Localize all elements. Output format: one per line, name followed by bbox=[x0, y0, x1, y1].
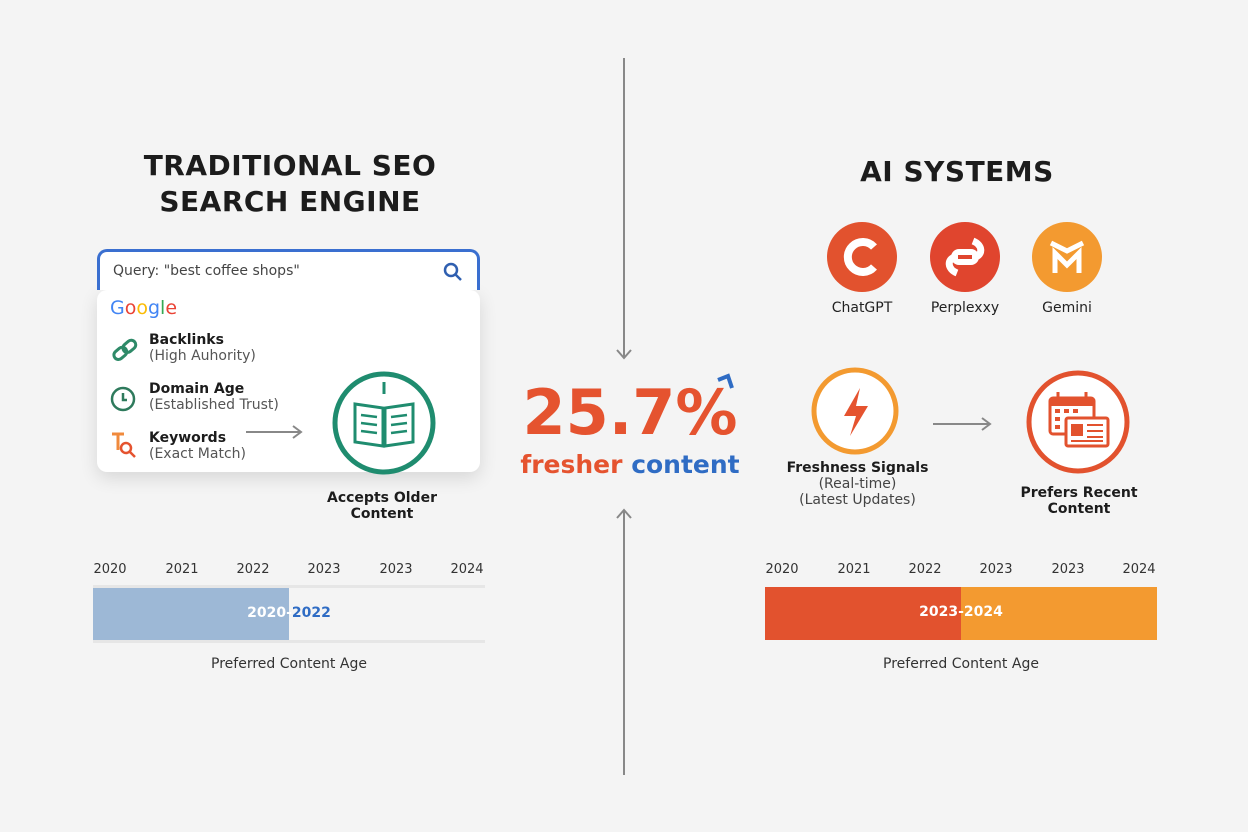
right-caption: Preferred Content Age bbox=[883, 656, 1039, 672]
signal-title: Freshness Signals bbox=[786, 460, 929, 476]
gemini-logo-icon bbox=[1032, 222, 1102, 292]
tick-label: 2023 bbox=[979, 562, 1013, 577]
link-icon bbox=[112, 338, 138, 361]
accepts-older-content: Accepts Older Content bbox=[312, 490, 452, 522]
factor-subtitle: (High Auhority) bbox=[149, 348, 256, 364]
stat-word: content bbox=[631, 450, 740, 479]
factor-subtitle: (Exact Match) bbox=[149, 446, 246, 462]
search-bar[interactable]: Query: "best coffee shops" bbox=[97, 249, 480, 290]
right-title: AI SYSTEMS bbox=[860, 155, 1054, 188]
clock-icon bbox=[110, 386, 136, 412]
tick-label: 2024 bbox=[450, 562, 484, 577]
open-book-icon bbox=[332, 371, 436, 475]
arrow-right-icon bbox=[246, 425, 303, 439]
left-content-age-bar: 2020-2022 bbox=[93, 585, 485, 643]
lightning-icon bbox=[811, 367, 899, 455]
tick-label: 2023 bbox=[379, 562, 413, 577]
tick-label: 2020 bbox=[93, 562, 127, 577]
factor-backlinks: Backlinks (High Auhority) bbox=[149, 332, 256, 364]
tick-label: 2022 bbox=[236, 562, 270, 577]
tick-label: 2021 bbox=[165, 562, 199, 577]
label-line: Content bbox=[350, 506, 414, 522]
signal-subtitle: (Latest Updates) bbox=[799, 492, 916, 508]
factor-domain-age: Domain Age (Established Trust) bbox=[149, 381, 279, 413]
factor-title: Keywords bbox=[149, 430, 227, 446]
bar-label: 2020-2022 bbox=[93, 605, 485, 621]
bar-segment bbox=[765, 587, 961, 640]
tick-label: 2021 bbox=[837, 562, 871, 577]
left-caption: Preferred Content Age bbox=[211, 656, 367, 672]
system-name: Perplexxy bbox=[930, 300, 1000, 316]
search-icon[interactable] bbox=[443, 262, 463, 282]
left-title: TRADITIONAL SEO SEARCH ENGINE bbox=[90, 148, 490, 220]
signal-subtitle: (Real-time) bbox=[818, 476, 897, 492]
arrow-right-icon bbox=[933, 417, 992, 431]
center-divider bbox=[616, 58, 632, 775]
stat-word: fresher bbox=[520, 450, 623, 479]
calendar-news-icon bbox=[1026, 370, 1130, 474]
label-line: Prefers Recent bbox=[1020, 485, 1138, 501]
tick-label: 2020 bbox=[765, 562, 799, 577]
factor-subtitle: (Established Trust) bbox=[149, 397, 279, 413]
chatgpt-logo-icon bbox=[827, 222, 897, 292]
system-name: ChatGPT bbox=[831, 300, 893, 316]
freshness-signals: Freshness Signals (Real-time) (Latest Up… bbox=[780, 460, 935, 508]
tick-label: 2023 bbox=[1051, 562, 1085, 577]
system-name: Gemini bbox=[1042, 300, 1092, 316]
search-query: Query: "best coffee shops" bbox=[113, 263, 300, 279]
keyword-search-icon bbox=[112, 432, 136, 458]
bar-segment bbox=[961, 587, 1157, 640]
factor-title: Backlinks bbox=[149, 332, 224, 348]
bar-label-start: 2020- bbox=[247, 605, 292, 621]
tick-label: 2022 bbox=[908, 562, 942, 577]
title-line: TRADITIONAL SEO bbox=[143, 149, 437, 182]
factor-keywords: Keywords (Exact Match) bbox=[149, 430, 246, 462]
factor-title: Domain Age bbox=[149, 381, 245, 397]
prefers-recent-content: Prefers Recent Content bbox=[1000, 485, 1158, 517]
bar-fill bbox=[93, 588, 289, 640]
google-logo: Google bbox=[110, 297, 178, 319]
stat-value: 25.7% bbox=[522, 376, 738, 449]
bar-label: 2023-2024 bbox=[919, 604, 1003, 620]
tick-label: 2023 bbox=[307, 562, 341, 577]
tick-label: 2024 bbox=[1122, 562, 1156, 577]
title-line: SEARCH ENGINE bbox=[159, 185, 421, 218]
right-content-age-bar: 2023-2024 bbox=[765, 587, 1157, 640]
bar-label-end: 2022 bbox=[291, 605, 331, 621]
uptick-icon bbox=[717, 373, 734, 389]
label-line: Accepts Older bbox=[327, 490, 437, 506]
stat-caption: fresher content bbox=[520, 450, 740, 479]
perplexity-logo-icon bbox=[930, 222, 1000, 292]
label-line: Content bbox=[1047, 501, 1111, 517]
